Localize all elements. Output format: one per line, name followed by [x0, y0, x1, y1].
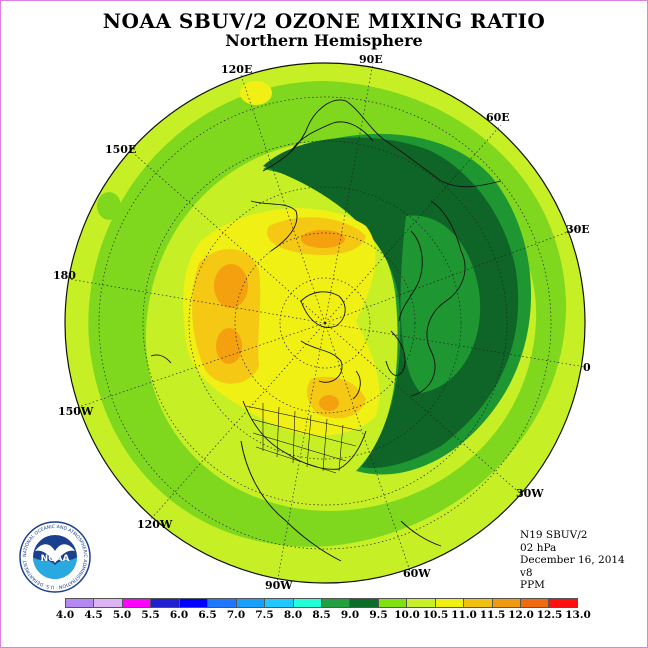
logo-text: NOAA [41, 554, 70, 564]
colorbar-tick-label: 11.0 [451, 609, 477, 621]
version-label: v8 [520, 566, 533, 579]
colorbar-tick-label: 11.5 [479, 609, 506, 621]
us-state-borders [245, 403, 362, 474]
colorbar-segment [521, 599, 550, 607]
lon-label-150w: 150W [58, 405, 94, 418]
colorbar-tick-label: 6.0 [169, 609, 189, 621]
colorbar-segment [122, 599, 152, 607]
lon-label-90w: 90W [265, 579, 293, 592]
colorbar-tick-label: 4.0 [55, 609, 75, 621]
colorbar-segment [265, 599, 294, 607]
colorbar-tick-label: 8.5 [312, 609, 331, 621]
lon-label-120w: 120W [137, 518, 173, 531]
map-boundary [64, 62, 586, 584]
colorbar-tick-label: 9.0 [340, 609, 360, 621]
colorbar-segment [350, 599, 379, 607]
light-green-blob [97, 192, 121, 220]
colorbar-segment [293, 599, 322, 607]
coastlines [150, 99, 502, 562]
orange-core-1 [214, 264, 248, 308]
colorbar-tick-label: 7.5 [255, 609, 274, 621]
colorbar-segment [549, 599, 577, 607]
logo-bird-icon [35, 544, 75, 563]
colorbar-tick-label: 9.5 [369, 609, 388, 621]
dark-green-band [263, 137, 519, 469]
lon-label-120e: 120E [221, 63, 253, 76]
colorbar-segment [94, 599, 123, 607]
colorbar-tick-label: 7.0 [226, 609, 246, 621]
pressure-label: 02 hPa [520, 541, 557, 554]
colorbar-tick-label: 10.0 [394, 609, 420, 621]
logo-wave [33, 557, 77, 579]
colorbar-tick-label: 6.5 [198, 609, 217, 621]
colorbar-segment [236, 599, 266, 607]
yellow-blob-nw [240, 81, 272, 105]
map-title: NOAA SBUV/2 OZONE MIXING RATIO [102, 9, 546, 33]
colorbar-segment [321, 599, 351, 607]
colorbar-tick-label: 4.5 [84, 609, 103, 621]
noaa-logo: NATIONAL OCEANIC AND ATMOSPHERIC ADMINIS… [19, 521, 91, 593]
graticule [66, 62, 586, 584]
info-block: N19 SBUV/2 02 hPa December 16, 2014 v8 P… [520, 529, 625, 592]
colorbar-ticks: 4.0 4.5 5.0 5.5 6.0 6.5 7.0 7.5 8.0 8.5 9.0 9.5 10.0… [1, 609, 647, 623]
lon-label-90e: 90E [359, 53, 383, 66]
lon-label-30w: 30W [516, 487, 544, 500]
colorbar-tick-label: 13.0 [565, 609, 591, 621]
colorbar-segment [492, 599, 521, 607]
satellite-label: N19 SBUV/2 [520, 529, 588, 541]
colorbar-tick-label: 10.5 [422, 609, 449, 621]
lon-label-0: 0 [583, 361, 591, 374]
colorbar-segment [378, 599, 408, 607]
date-label: December 16, 2014 [520, 554, 625, 566]
colorbar-segment [208, 599, 237, 607]
colorbar-tick-label: 5.5 [141, 609, 160, 621]
colorbar-segment [66, 599, 95, 607]
colorbar-tick-label: 12.0 [508, 609, 534, 621]
colorbar-tick-label: 12.5 [536, 609, 563, 621]
lon-label-60e: 60E [486, 111, 510, 124]
map-subtitle: Northern Hemisphere [225, 31, 423, 50]
orange-core-2 [216, 328, 242, 364]
colorbar-segment [435, 599, 465, 607]
colorbar-segment [179, 599, 209, 607]
colorbar-segment [151, 599, 180, 607]
lon-label-150e: 150E [105, 143, 137, 156]
units-label: PPM [520, 579, 545, 591]
lon-label-60w: 60W [403, 567, 431, 580]
colorbar-tick-label: 8.0 [283, 609, 303, 621]
orange-core-3 [301, 230, 345, 248]
colorbar [65, 598, 578, 608]
colorbar-tick-label: 5.0 [112, 609, 132, 621]
colorbar-segment [407, 599, 436, 607]
lon-label-30e: 30E [566, 223, 590, 236]
orange-core-4 [319, 395, 339, 411]
lon-label-180: 180 [53, 269, 76, 282]
colorbar-segment [464, 599, 493, 607]
